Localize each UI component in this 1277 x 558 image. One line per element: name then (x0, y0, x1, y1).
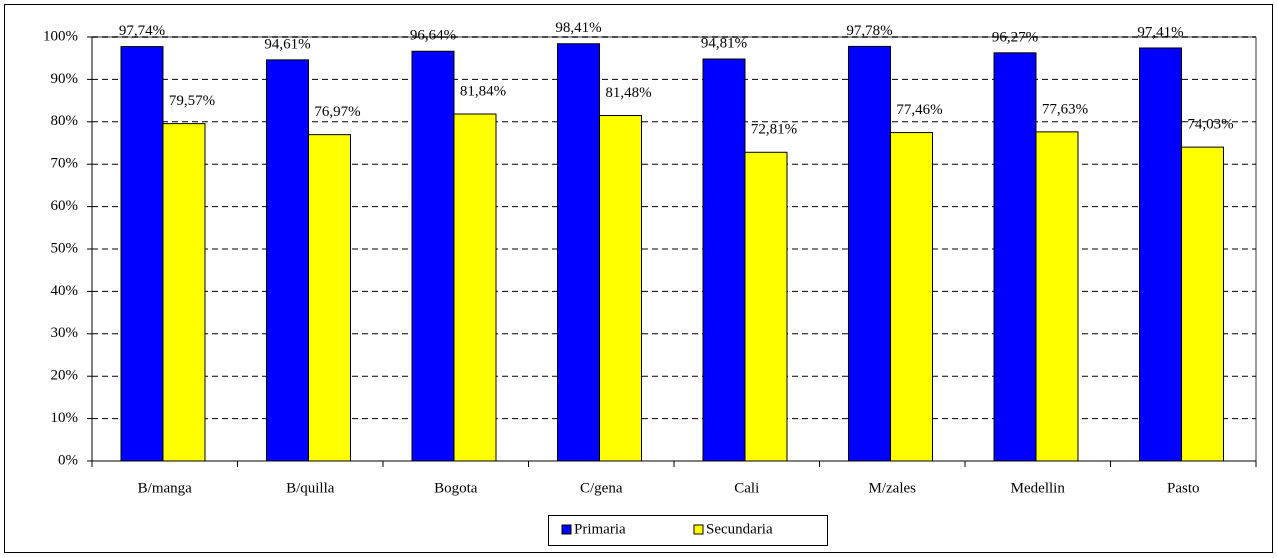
data-label: 77,63% (1042, 101, 1088, 117)
bar (993, 52, 1037, 462)
data-label: 98,41% (555, 20, 601, 36)
bar (308, 134, 351, 462)
y-tick-label: 40% (51, 283, 79, 299)
data-label: 81,84% (460, 83, 506, 99)
y-tick-label: 70% (51, 156, 79, 172)
bar (744, 151, 788, 462)
bar (1035, 131, 1079, 462)
data-label: 97,74% (119, 23, 165, 39)
y-tick-label: 10% (51, 410, 79, 426)
y-tick-label: 50% (51, 240, 79, 256)
bar (557, 43, 600, 462)
x-tick-label: Medellin (1011, 480, 1066, 496)
legend-swatch (561, 524, 572, 535)
y-tick-label: 80% (51, 113, 79, 129)
data-label: 96,64% (410, 28, 456, 44)
data-label: 94,81% (701, 35, 747, 51)
data-label: 79,57% (169, 93, 215, 109)
x-tick-label: Cali (734, 480, 759, 496)
data-label: 81,48% (605, 85, 651, 101)
data-label: 94,61% (264, 36, 310, 52)
bar (1181, 146, 1224, 462)
data-label: 97,78% (846, 23, 892, 39)
y-tick-label: 90% (51, 71, 79, 87)
y-tick-label: 30% (51, 325, 79, 341)
data-label: 76,97% (314, 104, 360, 120)
x-tick-label: M/zales (869, 480, 917, 496)
x-tick-label: Pasto (1167, 480, 1200, 496)
y-tick-label: 100% (43, 28, 78, 44)
legend-label: Secundaria (706, 521, 773, 537)
bar (702, 58, 746, 462)
bar (453, 113, 497, 462)
bar (1139, 47, 1182, 462)
y-tick-label: 60% (51, 198, 79, 214)
data-label: 96,27% (992, 29, 1038, 45)
bar (848, 45, 891, 462)
bar (162, 123, 206, 462)
legend-label: Primaria (574, 521, 626, 537)
data-label: 74,03% (1187, 117, 1233, 133)
bar (890, 132, 933, 462)
x-tick-label: B/quilla (286, 480, 335, 496)
x-tick-label: B/manga (138, 480, 192, 496)
data-label: 77,46% (896, 102, 942, 118)
bar (599, 115, 642, 462)
x-tick-label: Bogota (434, 480, 478, 496)
data-label: 72,81% (751, 122, 797, 138)
bar (120, 46, 164, 462)
data-label: 97,41% (1137, 24, 1183, 40)
legend-box (548, 515, 828, 546)
bar (266, 59, 309, 462)
y-tick-label: 20% (51, 368, 79, 384)
legend-swatch (693, 524, 704, 535)
bar (411, 50, 455, 462)
y-tick-label: 0% (58, 452, 78, 468)
x-tick-label: C/gena (580, 480, 623, 496)
